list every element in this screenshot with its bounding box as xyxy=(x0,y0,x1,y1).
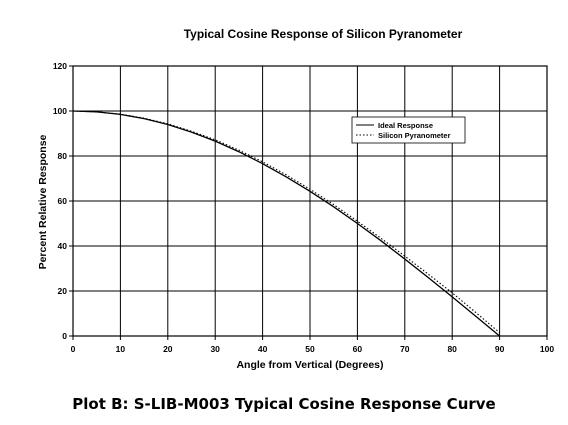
legend-label: Ideal Response xyxy=(378,121,433,130)
y-tick-label: 60 xyxy=(58,196,68,206)
x-tick-label: 50 xyxy=(305,344,315,354)
chart-tick-labels: 0 10 20 30 40 50 60 70 80 90 100 0 20 40 60 80 100 120 xyxy=(53,61,555,354)
plot-caption: Plot B: S-LIB-M003 Typical Cosine Respon… xyxy=(72,395,496,413)
x-tick-label: 70 xyxy=(400,344,410,354)
legend-label: Silicon Pyranometer xyxy=(378,131,451,140)
x-tick-label: 10 xyxy=(116,344,126,354)
y-tick-label: 0 xyxy=(62,331,67,341)
x-axis-label: Angle from Vertical (Degrees) xyxy=(236,359,383,371)
chart-title: Typical Cosine Response of Silicon Pyran… xyxy=(184,27,463,41)
chart-grid xyxy=(72,65,548,337)
legend-box xyxy=(351,116,466,144)
y-tick-label: 40 xyxy=(58,241,68,251)
y-tick-label: 80 xyxy=(58,151,68,161)
x-tick-label: 40 xyxy=(258,344,268,354)
y-axis-label: Percent Relative Response xyxy=(37,134,49,269)
x-tick-label: 30 xyxy=(210,344,220,354)
x-tick-label: 90 xyxy=(495,344,505,354)
series-line xyxy=(72,110,501,337)
x-tick-label: 80 xyxy=(447,344,457,354)
y-tick-label: 20 xyxy=(58,286,68,296)
chart-series xyxy=(72,110,501,337)
chart-axes xyxy=(69,65,548,340)
y-tick-label: 100 xyxy=(53,106,67,116)
x-tick-label: 20 xyxy=(163,344,173,354)
series-line xyxy=(72,110,500,334)
y-tick-label: 120 xyxy=(53,61,67,71)
x-tick-label: 100 xyxy=(540,344,554,354)
x-tick-label: 60 xyxy=(353,344,363,354)
x-tick-label: 0 xyxy=(71,344,76,354)
